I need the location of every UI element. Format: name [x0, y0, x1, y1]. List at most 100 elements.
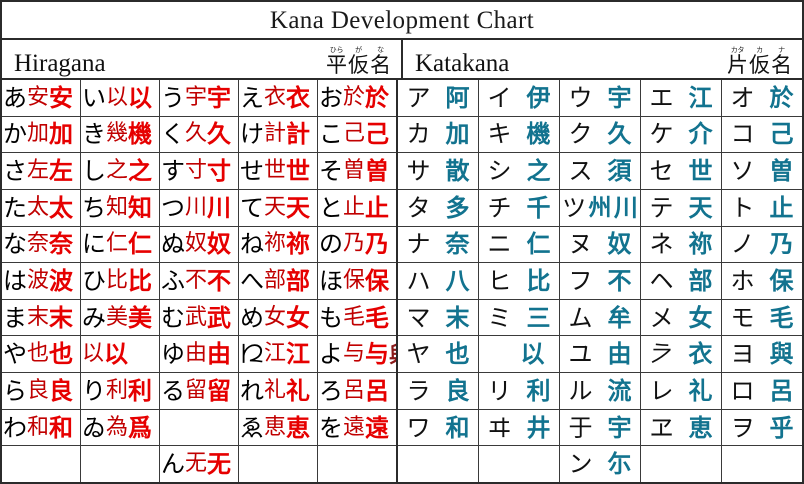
hiragana-cell-ra-u[interactable]: る留留	[160, 373, 239, 409]
hiragana-cell-wa-o[interactable]: を遠遠	[318, 410, 396, 446]
katakana-cell-ha-i[interactable]: ヒ比	[479, 263, 560, 299]
katakana-cell-sa-u[interactable]: ス須	[560, 153, 641, 189]
hiragana-cell-ka-o[interactable]: こ己己	[318, 117, 396, 153]
hiragana-cell-na-e[interactable]: ね祢祢	[239, 227, 318, 263]
katakana-cell-ha-a[interactable]: ハ八	[398, 263, 479, 299]
katakana-cell-ta-u[interactable]: ツ州川	[560, 190, 641, 226]
hiragana-cell-sa-o[interactable]: そ曽曽	[318, 153, 396, 189]
katakana-cell-na-o[interactable]: ノ乃	[722, 227, 802, 263]
katakana-cell-ka-o[interactable]: コ己	[722, 117, 802, 153]
hiragana-cell-n-u[interactable]: ん无无	[160, 446, 239, 482]
katakana-cell-ta-o[interactable]: ト止	[722, 190, 802, 226]
katakana-cell-ya-e[interactable]: 𛀀衣	[641, 336, 722, 372]
hiragana-cell-ya-a[interactable]: や也也	[2, 336, 81, 372]
hiragana-cell-ha-u[interactable]: ふ不不	[160, 263, 239, 299]
hiragana-cell-ta-u[interactable]: つ川川	[160, 190, 239, 226]
katakana-cell-sa-e[interactable]: セ世	[641, 153, 722, 189]
katakana-cell-wa-o[interactable]: ヲ乎	[722, 410, 802, 446]
hiragana-cell-a-u[interactable]: う宇宇	[160, 80, 239, 116]
hiragana-cell-ya-i[interactable]: 𛄠以以	[81, 336, 160, 372]
katakana-cell-ta-i[interactable]: チ千	[479, 190, 560, 226]
katakana-cell-na-i[interactable]: ニ仁	[479, 227, 560, 263]
hiragana-cell-a-a[interactable]: あ安安	[2, 80, 81, 116]
hiragana-cell-ta-o[interactable]: と止止	[318, 190, 396, 226]
katakana-cell-ma-a[interactable]: マ末	[398, 300, 479, 336]
katakana-cell-ra-o[interactable]: ロ呂	[722, 373, 802, 409]
hiragana-cell-na-a[interactable]: な奈奈	[2, 227, 81, 263]
hiragana-cell-n-e[interactable]	[239, 446, 318, 482]
hiragana-cell-ka-a[interactable]: か加加	[2, 117, 81, 153]
hiragana-cell-ya-u[interactable]: ゆ由由	[160, 336, 239, 372]
katakana-cell-ha-u[interactable]: フ不	[560, 263, 641, 299]
katakana-cell-ya-u[interactable]: ユ由	[560, 336, 641, 372]
katakana-cell-ka-u[interactable]: ク久	[560, 117, 641, 153]
katakana-cell-ya-o[interactable]: ヨ與	[722, 336, 802, 372]
katakana-cell-ra-a[interactable]: ラ良	[398, 373, 479, 409]
katakana-cell-ka-e[interactable]: ケ介	[641, 117, 722, 153]
hiragana-cell-ha-o[interactable]: ほ保保	[318, 263, 396, 299]
hiragana-cell-a-i[interactable]: い以以	[81, 80, 160, 116]
katakana-cell-ra-i[interactable]: リ利	[479, 373, 560, 409]
katakana-cell-ya-a[interactable]: ヤ也	[398, 336, 479, 372]
hiragana-cell-n-o[interactable]	[318, 446, 396, 482]
hiragana-cell-ma-i[interactable]: み美美	[81, 300, 160, 336]
katakana-cell-a-a[interactable]: ア阿	[398, 80, 479, 116]
katakana-cell-ha-e[interactable]: ヘ部	[641, 263, 722, 299]
hiragana-cell-ka-i[interactable]: き幾機	[81, 117, 160, 153]
katakana-cell-ha-o[interactable]: ホ保	[722, 263, 802, 299]
katakana-cell-ka-a[interactable]: カ加	[398, 117, 479, 153]
katakana-cell-sa-i[interactable]: シ之	[479, 153, 560, 189]
hiragana-cell-a-e[interactable]: え衣衣	[239, 80, 318, 116]
hiragana-cell-wa-i[interactable]: ゐ為爲	[81, 410, 160, 446]
katakana-cell-n-i[interactable]	[479, 446, 560, 482]
katakana-cell-ya-i[interactable]: 𛄠以	[479, 336, 560, 372]
katakana-cell-ra-e[interactable]: レ礼	[641, 373, 722, 409]
hiragana-cell-wa-a[interactable]: わ和和	[2, 410, 81, 446]
hiragana-cell-ra-a[interactable]: ら良良	[2, 373, 81, 409]
katakana-cell-n-e[interactable]	[641, 446, 722, 482]
hiragana-cell-ta-i[interactable]: ち知知	[81, 190, 160, 226]
katakana-cell-wa-e[interactable]: ヱ恵	[641, 410, 722, 446]
katakana-cell-a-o[interactable]: オ於	[722, 80, 802, 116]
katakana-cell-ma-i[interactable]: ミ三	[479, 300, 560, 336]
hiragana-cell-na-o[interactable]: の乃乃	[318, 227, 396, 263]
katakana-cell-n-o[interactable]	[722, 446, 802, 482]
hiragana-cell-wa-u[interactable]	[160, 410, 239, 446]
katakana-cell-ra-u[interactable]: ル流	[560, 373, 641, 409]
katakana-cell-wa-u[interactable]: 于宇	[560, 410, 641, 446]
hiragana-cell-ha-e[interactable]: へ部部	[239, 263, 318, 299]
katakana-cell-a-u[interactable]: ウ宇	[560, 80, 641, 116]
hiragana-cell-ta-a[interactable]: た太太	[2, 190, 81, 226]
hiragana-cell-ma-o[interactable]: も毛毛	[318, 300, 396, 336]
hiragana-cell-ya-o[interactable]: よ与与與	[318, 336, 396, 372]
katakana-cell-wa-i[interactable]: ヰ井	[479, 410, 560, 446]
katakana-cell-na-e[interactable]: ネ祢	[641, 227, 722, 263]
katakana-cell-ma-e[interactable]: メ女	[641, 300, 722, 336]
katakana-cell-a-e[interactable]: エ江	[641, 80, 722, 116]
hiragana-cell-wa-e[interactable]: ゑ恵恵	[239, 410, 318, 446]
hiragana-cell-ra-o[interactable]: ろ呂呂	[318, 373, 396, 409]
hiragana-cell-ma-e[interactable]: め女女	[239, 300, 318, 336]
hiragana-cell-ya-e[interactable]: 𛀁江江	[239, 336, 318, 372]
hiragana-cell-a-o[interactable]: お於於	[318, 80, 396, 116]
hiragana-cell-sa-e[interactable]: せ世世	[239, 153, 318, 189]
katakana-cell-na-u[interactable]: ヌ奴	[560, 227, 641, 263]
hiragana-cell-ra-e[interactable]: れ礼礼	[239, 373, 318, 409]
hiragana-cell-sa-u[interactable]: す寸寸	[160, 153, 239, 189]
hiragana-cell-ka-e[interactable]: け計計	[239, 117, 318, 153]
hiragana-cell-sa-a[interactable]: さ左左	[2, 153, 81, 189]
katakana-cell-a-i[interactable]: イ伊	[479, 80, 560, 116]
hiragana-cell-ta-e[interactable]: て天天	[239, 190, 318, 226]
hiragana-cell-ma-a[interactable]: ま末末	[2, 300, 81, 336]
katakana-cell-sa-o[interactable]: ソ曽	[722, 153, 802, 189]
katakana-cell-n-u[interactable]: ン尓	[560, 446, 641, 482]
hiragana-cell-ha-i[interactable]: ひ比比	[81, 263, 160, 299]
hiragana-cell-ra-i[interactable]: り利利	[81, 373, 160, 409]
katakana-cell-ta-a[interactable]: タ多	[398, 190, 479, 226]
katakana-cell-ta-e[interactable]: テ天	[641, 190, 722, 226]
katakana-cell-ka-i[interactable]: キ機	[479, 117, 560, 153]
hiragana-cell-ha-a[interactable]: は波波	[2, 263, 81, 299]
katakana-cell-wa-a[interactable]: ワ和	[398, 410, 479, 446]
katakana-cell-sa-a[interactable]: サ散	[398, 153, 479, 189]
hiragana-cell-n-i[interactable]	[81, 446, 160, 482]
